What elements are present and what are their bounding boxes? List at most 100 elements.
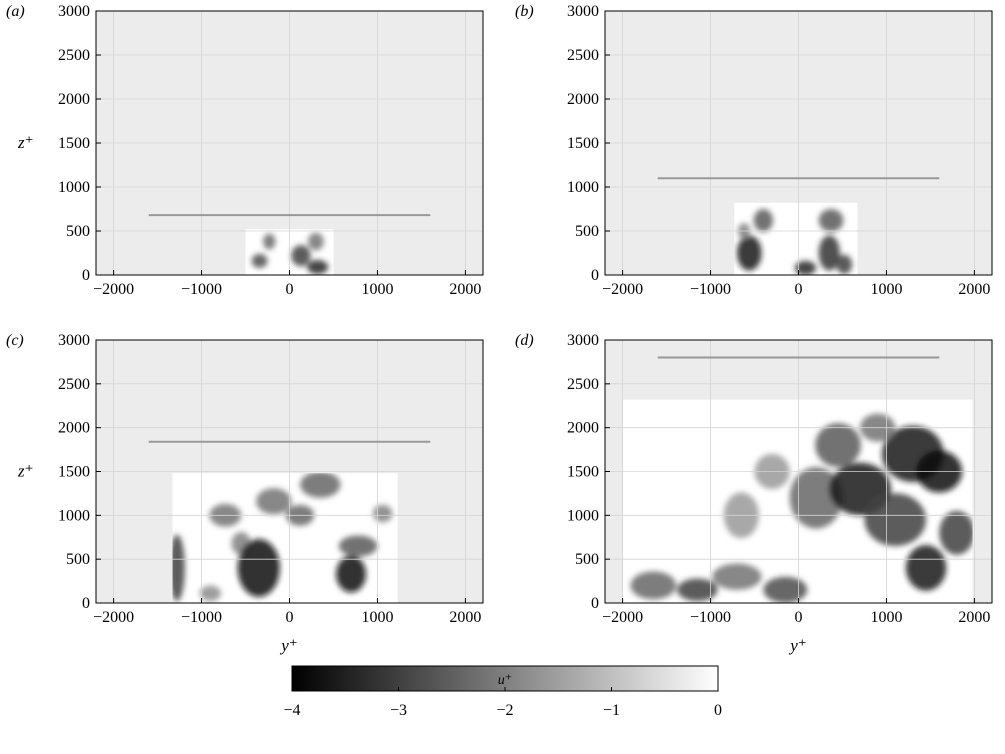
y-tick-label: 0: [591, 595, 599, 612]
low-velocity-patch: [712, 563, 762, 590]
low-velocity-patch: [789, 467, 843, 529]
low-velocity-patch: [939, 510, 973, 555]
low-velocity-patch: [199, 585, 221, 602]
y-tick-label: 2500: [567, 47, 599, 64]
low-velocity-patch: [677, 578, 718, 602]
low-velocity-patch: [373, 504, 393, 523]
low-velocity-patch: [763, 576, 808, 603]
colorbar-tick-label: −3: [390, 702, 407, 719]
y-tick-label: 3000: [567, 3, 599, 20]
y-tick-label: 0: [82, 595, 90, 612]
low-velocity-patch: [753, 209, 773, 232]
low-velocity-patch: [736, 235, 762, 271]
colorbar-label: u⁺: [498, 673, 512, 688]
y-tick-label: 2500: [567, 376, 599, 393]
y-tick-label: 1500: [58, 135, 90, 152]
x-tick-label: 0: [795, 281, 803, 298]
panel-label: (c): [6, 332, 24, 349]
x-tick-label: 0: [286, 281, 294, 298]
colorbar-tick-label: −4: [283, 702, 300, 719]
y-tick-label: 2000: [58, 91, 90, 108]
colorbar-tick-label: 0: [714, 702, 722, 719]
low-velocity-patch: [336, 555, 367, 593]
x-tick-label: −2000: [602, 609, 643, 626]
low-velocity-patch: [794, 260, 817, 275]
y-tick-label: 0: [82, 267, 90, 284]
y-tick-label: 3000: [58, 3, 90, 20]
x-tick-label: 1000: [870, 609, 902, 626]
y-tick-label: 500: [66, 223, 90, 240]
y-tick-label: 3000: [567, 332, 599, 349]
colorbar-ticks: −4 −3 −2 −1 0: [283, 687, 722, 719]
panel-label: (d): [515, 332, 534, 349]
x-tick-label: 2000: [958, 609, 990, 626]
x-tick-label: 0: [286, 609, 294, 626]
velocity-field: [736, 209, 853, 275]
y-tick-label: 1500: [58, 464, 90, 481]
y-tick-label: 2500: [58, 47, 90, 64]
x-tick-label: 1000: [870, 281, 902, 298]
x-tick-label: −1000: [690, 609, 731, 626]
y-tick-label: 0: [591, 267, 599, 284]
y-tick-label: 2500: [58, 376, 90, 393]
colorbar-gradient: [291, 665, 719, 692]
panel-c: −2000 −1000 0 1000 2000 0 500 1000 1500 2000 2500 3…: [6, 332, 484, 655]
x-tick-label: 1000: [361, 281, 393, 298]
y-tick-label: 500: [575, 223, 599, 240]
velocity-field: [251, 232, 329, 275]
panel-d: −2000 −1000 0 1000 2000 0 500 1000 1500 2000 2500 3…: [515, 332, 993, 655]
x-axis-label: y⁺: [279, 636, 298, 655]
y-tick-label: 500: [66, 551, 90, 568]
y-tick-label: 1000: [58, 507, 90, 524]
low-velocity-patch: [818, 235, 840, 271]
y-axis-label: z⁺: [17, 462, 34, 481]
x-tick-label: 1000: [361, 609, 393, 626]
x-tick-label: −1000: [181, 609, 222, 626]
low-velocity-patch: [256, 488, 292, 515]
y-tick-label: 1000: [567, 507, 599, 524]
velocity-field: [172, 473, 393, 602]
x-axis-label: y⁺: [788, 636, 807, 655]
low-velocity-patch: [338, 535, 378, 557]
low-velocity-patch: [237, 539, 280, 597]
x-tick-label: −2000: [93, 609, 134, 626]
y-tick-label: 1000: [567, 179, 599, 196]
low-velocity-patch: [818, 209, 844, 232]
low-velocity-patch: [864, 493, 927, 547]
x-tick-label: 2000: [449, 609, 481, 626]
low-velocity-patch: [263, 233, 276, 250]
x-tick-label: −2000: [602, 281, 643, 298]
y-tick-label: 2000: [567, 91, 599, 108]
y-tick-label: 1500: [567, 135, 599, 152]
low-velocity-patch: [836, 254, 853, 275]
colorbar: u⁺ −4 −3 −2 −1 0: [283, 665, 722, 719]
grid: [96, 339, 483, 603]
y-tick-label: 500: [575, 551, 599, 568]
low-velocity-patch: [251, 253, 268, 268]
colorbar-tick-label: −2: [496, 702, 513, 719]
y-tick-label: 3000: [58, 332, 90, 349]
panel-label: (a): [6, 3, 25, 20]
low-velocity-patch: [300, 473, 341, 498]
y-tick-label: 1500: [567, 464, 599, 481]
y-axis-label: z⁺: [17, 133, 34, 152]
panels-layer: −2000 −1000 0 1000 2000 0 500 1000 1500 2000 2500 3…: [6, 3, 993, 655]
low-velocity-patch: [815, 423, 861, 468]
y-tick-label: 1000: [58, 179, 90, 196]
colorbar-tick-label: −1: [603, 702, 620, 719]
low-velocity-patch: [307, 232, 324, 251]
low-velocity-patch: [630, 571, 677, 600]
x-tick-label: −2000: [93, 281, 134, 298]
low-velocity-patch: [172, 534, 185, 602]
x-tick-label: 0: [795, 609, 803, 626]
low-velocity-patch: [905, 545, 947, 591]
low-velocity-patch: [291, 245, 311, 267]
panel-a: −2000 −1000 0 1000 2000 0 500 1000 1500 2000 2500 3…: [6, 3, 484, 298]
x-tick-label: −1000: [181, 281, 222, 298]
panel-label: (b): [515, 3, 534, 20]
x-tick-label: −1000: [690, 281, 731, 298]
y-tick-label: 2000: [567, 420, 599, 437]
y-tick-label: 2000: [58, 420, 90, 437]
x-tick-label: 2000: [958, 281, 990, 298]
